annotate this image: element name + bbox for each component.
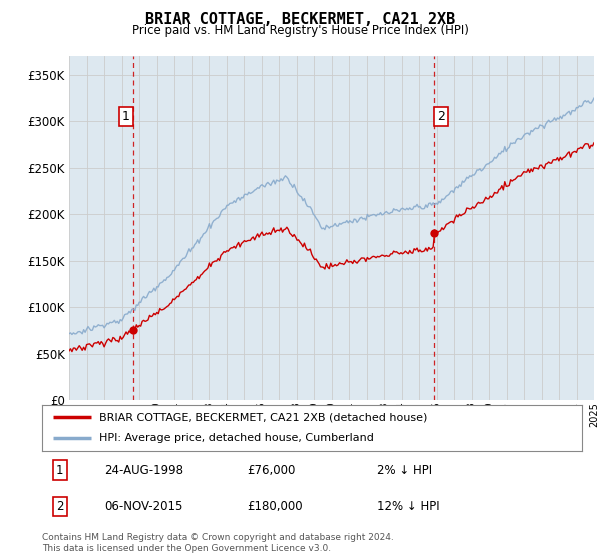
- Text: 24-AUG-1998: 24-AUG-1998: [104, 464, 183, 477]
- Text: 12% ↓ HPI: 12% ↓ HPI: [377, 500, 439, 513]
- Text: 2% ↓ HPI: 2% ↓ HPI: [377, 464, 432, 477]
- Text: Price paid vs. HM Land Registry's House Price Index (HPI): Price paid vs. HM Land Registry's House …: [131, 24, 469, 37]
- Text: £76,000: £76,000: [247, 464, 296, 477]
- Text: Contains HM Land Registry data © Crown copyright and database right 2024.
This d: Contains HM Land Registry data © Crown c…: [42, 533, 394, 553]
- Text: 1: 1: [56, 464, 64, 477]
- Text: 1: 1: [122, 110, 130, 123]
- Text: £180,000: £180,000: [247, 500, 303, 513]
- Text: 06-NOV-2015: 06-NOV-2015: [104, 500, 182, 513]
- Text: 2: 2: [56, 500, 64, 513]
- Text: BRIAR COTTAGE, BECKERMET, CA21 2XB: BRIAR COTTAGE, BECKERMET, CA21 2XB: [145, 12, 455, 27]
- Text: HPI: Average price, detached house, Cumberland: HPI: Average price, detached house, Cumb…: [98, 433, 374, 444]
- Text: BRIAR COTTAGE, BECKERMET, CA21 2XB (detached house): BRIAR COTTAGE, BECKERMET, CA21 2XB (deta…: [98, 412, 427, 422]
- Text: 2: 2: [437, 110, 445, 123]
